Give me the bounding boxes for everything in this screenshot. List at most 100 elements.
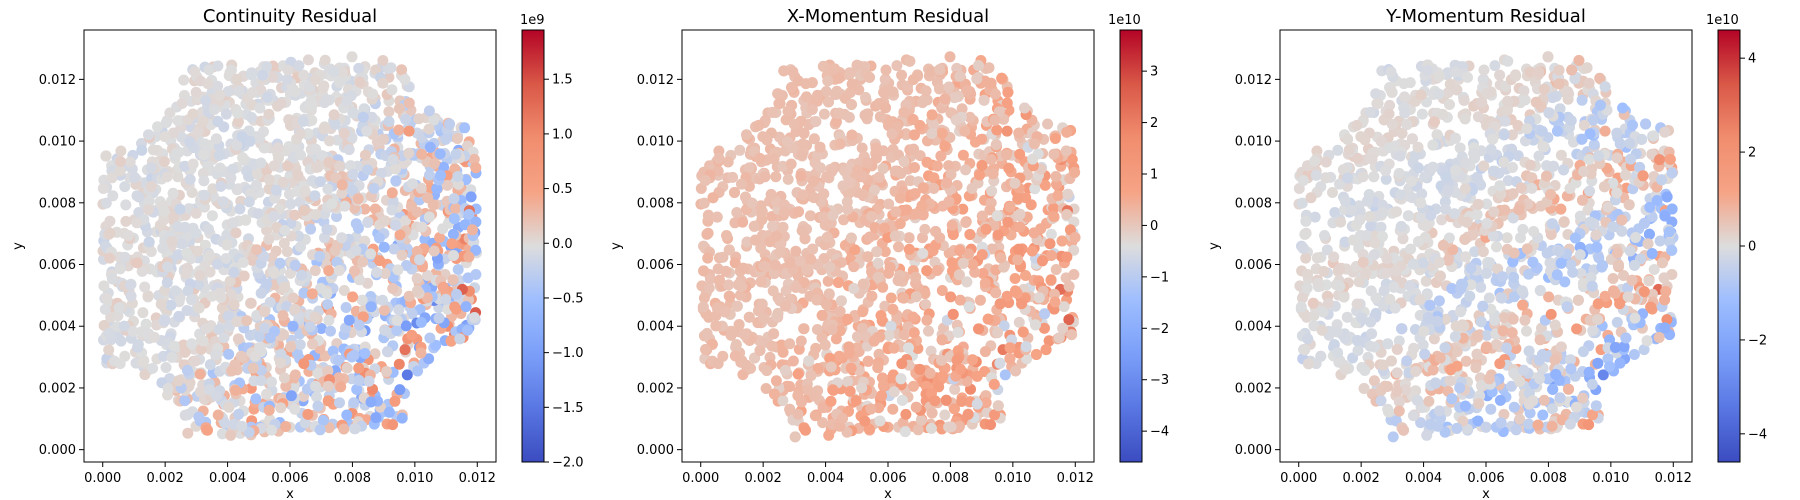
scatter-point: [857, 278, 869, 290]
scatter-point: [1030, 319, 1041, 331]
scatter-point: [363, 375, 375, 387]
scatter-point: [714, 274, 725, 286]
scatter-point: [723, 244, 735, 256]
scatter-point: [719, 306, 731, 318]
scatter-point: [434, 148, 446, 160]
scatter-point: [452, 171, 464, 182]
scatter-point: [1063, 280, 1075, 292]
scatter-point: [971, 398, 983, 410]
scatter-point: [923, 325, 934, 337]
scatter-point: [182, 427, 194, 439]
scatter-point: [374, 255, 386, 267]
scatter-point: [232, 116, 244, 128]
scatter-point: [898, 292, 910, 304]
scatter-point: [158, 156, 170, 167]
scatter-point: [440, 294, 452, 305]
scatter-point: [1013, 243, 1024, 255]
scatter-point: [939, 409, 951, 421]
scatter-point: [921, 314, 933, 326]
scatter-point: [263, 108, 275, 120]
scatter-point: [1003, 162, 1015, 174]
scatter-point: [370, 412, 382, 424]
scatter-point: [790, 245, 802, 257]
y-tick-label: 0.008: [637, 196, 674, 211]
scatter-point: [1004, 342, 1016, 354]
scatter-point: [943, 81, 955, 93]
scatter-point: [985, 419, 997, 431]
scatter-point: [131, 217, 143, 229]
scatter-point: [952, 326, 964, 338]
scatter-point: [387, 154, 399, 165]
scatter-point: [999, 369, 1011, 381]
scatter-point: [835, 295, 847, 307]
scatter-point: [123, 230, 134, 241]
scatter-point: [261, 278, 273, 290]
scatter-point: [1061, 251, 1073, 263]
scatter-point: [741, 236, 753, 248]
scatter-point: [285, 198, 297, 210]
scatter-point: [703, 282, 715, 294]
scatter-point: [351, 383, 363, 395]
scatter-point: [777, 160, 789, 172]
scatter-point: [825, 395, 837, 407]
scatter-point: [463, 209, 475, 220]
scatter-point: [368, 183, 380, 194]
scatter-point: [827, 209, 839, 221]
scatter-point: [114, 156, 126, 167]
scatter-point: [1014, 148, 1026, 160]
scatter-point: [925, 422, 937, 434]
scatter-point: [797, 138, 809, 150]
scatter-point: [857, 322, 868, 334]
scatter-point: [898, 156, 910, 167]
scatter-point: [168, 211, 180, 222]
scatter-point: [231, 316, 243, 328]
scatter-point: [304, 321, 316, 333]
scatter-point: [139, 369, 151, 381]
scatter-point: [194, 270, 206, 281]
scatter-point: [834, 325, 846, 337]
scatter-point: [282, 160, 294, 172]
scatter-point: [994, 298, 1006, 310]
scatter-point: [868, 335, 880, 347]
scatter-point: [943, 160, 955, 172]
scatter-point: [733, 319, 745, 331]
scatter-point: [166, 236, 178, 248]
scatter-point: [885, 320, 897, 332]
scatter-point: [910, 401, 922, 413]
scatter-point: [834, 306, 846, 317]
scatter-point: [843, 347, 855, 359]
scatter-point: [161, 277, 173, 288]
scatter-point: [159, 131, 171, 143]
scatter-point: [930, 226, 942, 237]
scatter-point: [770, 171, 782, 183]
scatter-point: [323, 314, 335, 326]
scatter-point: [362, 217, 374, 228]
scatter-point: [921, 94, 933, 106]
scatter-point: [106, 273, 118, 285]
scatter-point: [299, 186, 311, 197]
scatter-point: [1050, 171, 1062, 182]
scatter-point: [890, 206, 902, 218]
scatter-point: [142, 204, 154, 216]
scatter-point: [704, 273, 716, 285]
scatter-point: [964, 229, 976, 240]
scatter-point: [949, 92, 960, 104]
scatter-point: [944, 51, 956, 63]
scatter-point: [263, 233, 275, 245]
scatter-point: [1029, 183, 1041, 195]
scatter-point: [761, 365, 773, 376]
scatter-point: [253, 132, 265, 144]
scatter-point: [399, 344, 411, 356]
scatter-point: [964, 111, 976, 123]
scatter-point: [1014, 221, 1026, 233]
scatter-point: [275, 98, 287, 109]
scatter-point: [936, 334, 948, 346]
scatter-point: [976, 210, 988, 222]
scatter-point: [354, 76, 366, 88]
scatter-point: [346, 51, 358, 63]
scatter-point: [832, 277, 844, 288]
scatter-point: [365, 248, 377, 260]
y-tick-label: 0.006: [39, 258, 76, 273]
colorbar-tick-label: −4: [1150, 425, 1169, 440]
